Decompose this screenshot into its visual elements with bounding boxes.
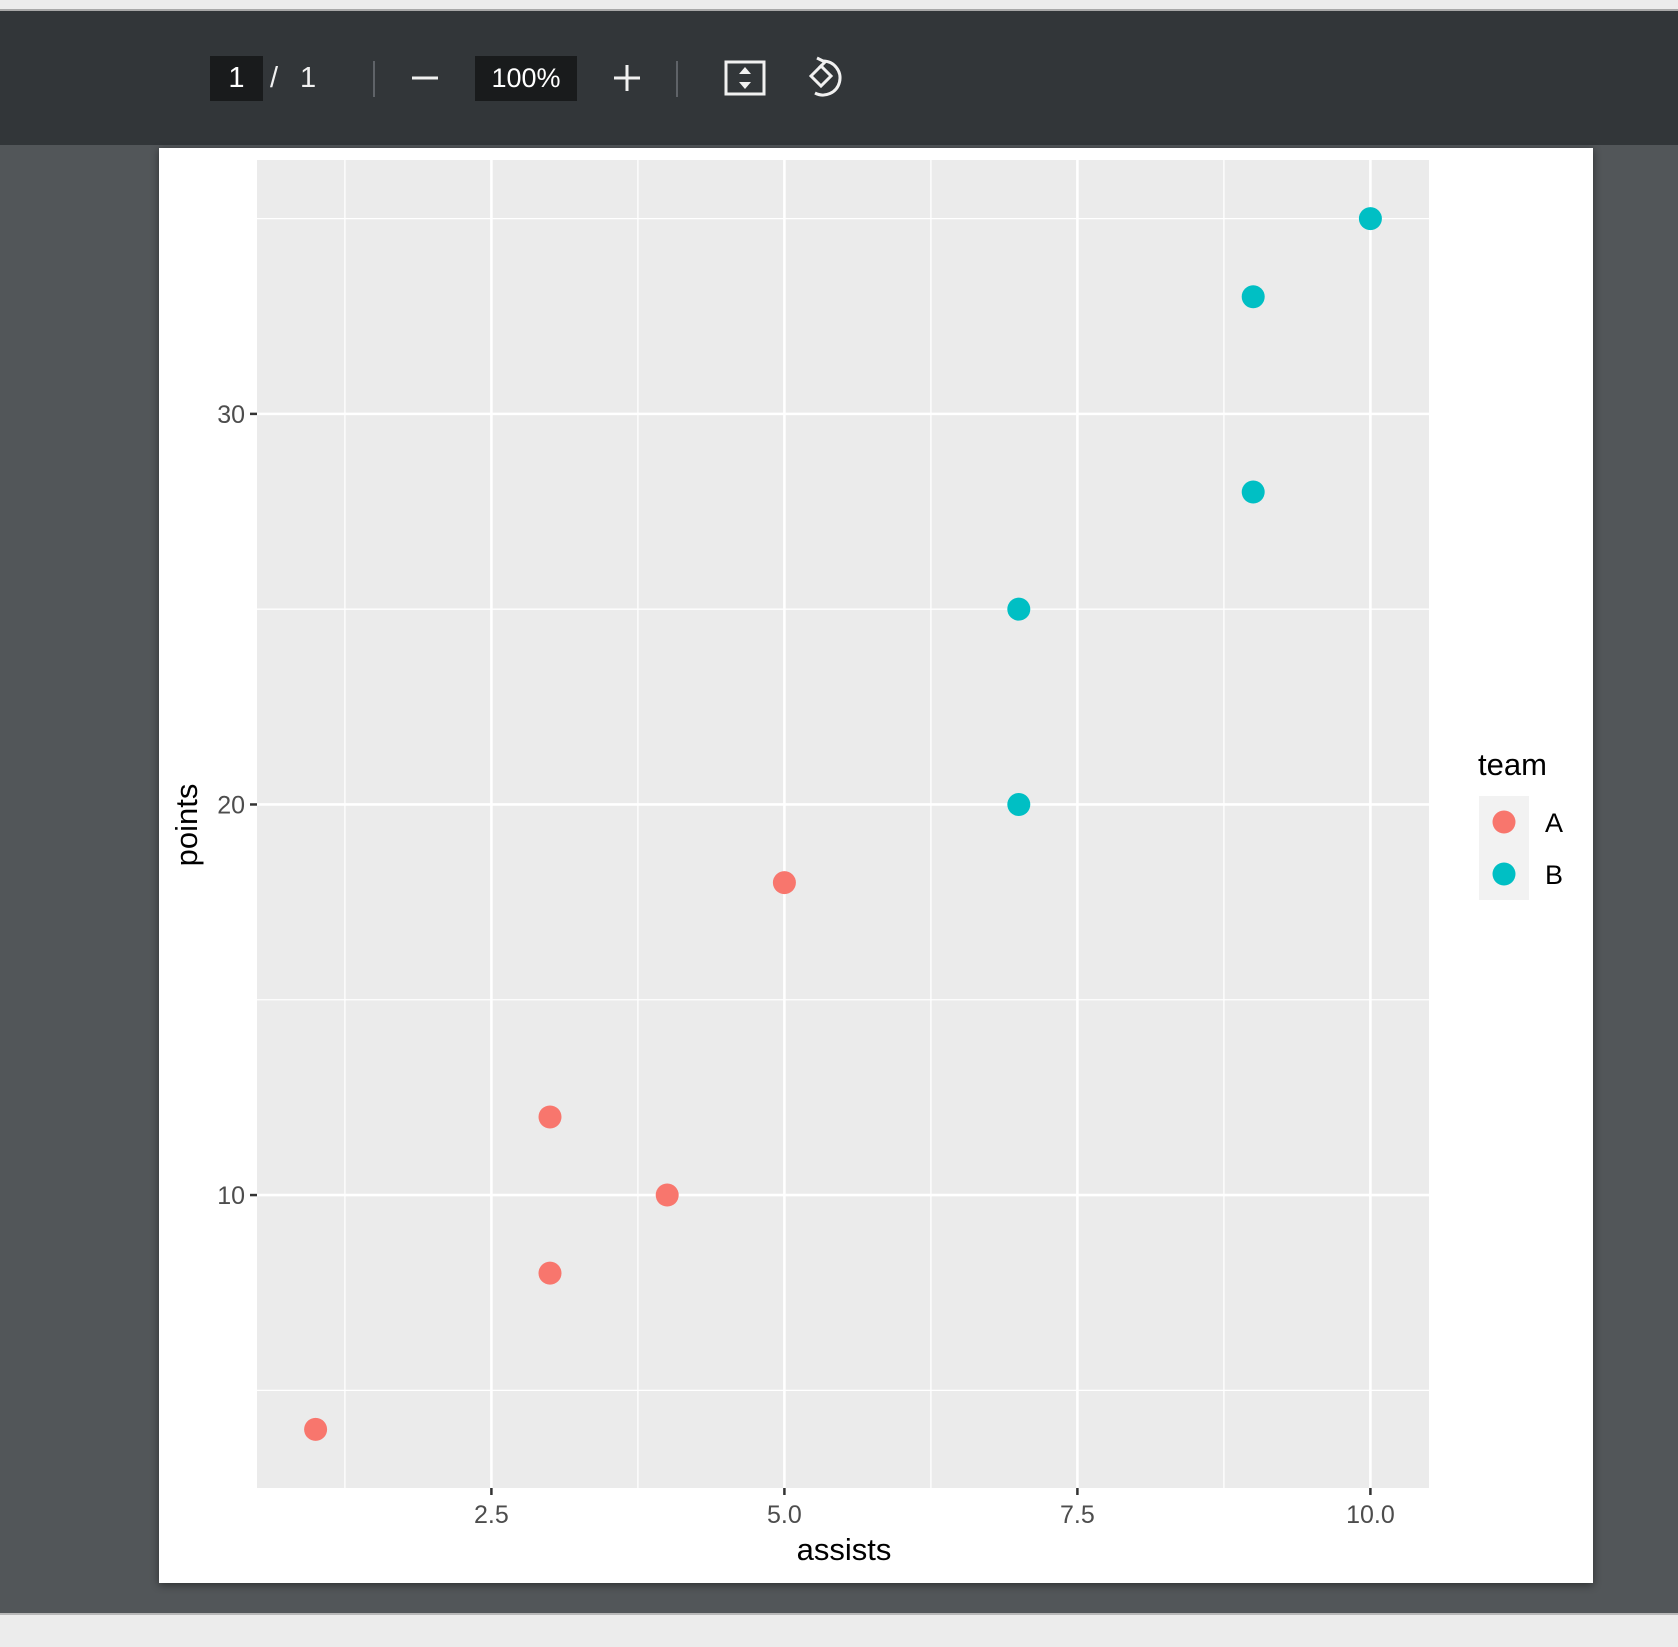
minus-icon — [412, 76, 438, 80]
fit-to-page-icon — [724, 60, 766, 96]
pdf-page: 2.5 5.0 7.5 10.0 10 20 30 assists points team … — [159, 148, 1593, 1583]
x-tick-label: 2.5 — [474, 1501, 509, 1529]
data-point-team-a — [538, 1261, 562, 1285]
legend-key-b — [1492, 862, 1516, 886]
page-separator: / — [270, 62, 279, 94]
data-point-team-b — [1007, 597, 1031, 621]
legend-title: team — [1478, 747, 1547, 782]
data-point-team-a — [655, 1183, 679, 1207]
legend: team AB — [1478, 747, 1563, 900]
x-tick-label: 5.0 — [767, 1501, 802, 1529]
y-tick-label: 10 — [217, 1182, 245, 1210]
window-top-strip — [0, 0, 1678, 11]
data-point-team-b — [1241, 480, 1265, 504]
plot-panel — [257, 160, 1429, 1488]
legend-key-a — [1492, 810, 1516, 834]
y-axis-label: points — [169, 784, 204, 867]
toolbar-divider — [676, 61, 678, 97]
y-tick-label: 30 — [217, 401, 245, 429]
legend-label: B — [1545, 860, 1563, 890]
data-point-team-a — [772, 871, 796, 895]
plus-icon — [614, 65, 640, 91]
legend-label: A — [1545, 808, 1563, 838]
zoom-out-button[interactable] — [402, 55, 448, 101]
pdf-toolbar: 1 / 1 100% — [0, 11, 1678, 145]
x-tick-label: 10.0 — [1346, 1501, 1395, 1529]
scatter-chart: 2.5 5.0 7.5 10.0 10 20 30 assists points team … — [169, 160, 1563, 1567]
data-point-team-b — [1007, 792, 1031, 816]
rotate-icon — [808, 56, 842, 97]
x-axis-label: assists — [797, 1532, 892, 1567]
zoom-level-input[interactable]: 100% — [475, 56, 577, 101]
rotate-button[interactable] — [800, 53, 850, 103]
data-point-team-a — [538, 1105, 562, 1129]
data-point-team-a — [304, 1417, 328, 1441]
data-point-team-b — [1358, 207, 1382, 231]
toolbar-divider — [373, 61, 375, 97]
fit-to-page-button[interactable] — [720, 53, 770, 103]
x-tick-label: 7.5 — [1060, 1501, 1095, 1529]
zoom-in-button[interactable] — [604, 55, 650, 101]
y-tick-label: 20 — [217, 791, 245, 819]
data-point-team-b — [1241, 285, 1265, 309]
page-number-input[interactable]: 1 — [210, 56, 263, 101]
page-total: 1 — [300, 62, 317, 94]
window-bottom-strip — [0, 1613, 1678, 1647]
